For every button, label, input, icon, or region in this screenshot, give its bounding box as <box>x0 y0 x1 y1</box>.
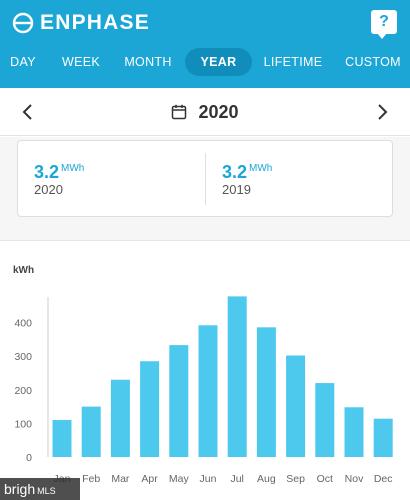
x-tick-label-may: May <box>169 473 190 485</box>
app-header: ENPHASE ? DAY WEEK MONTH YEAR LIFETIME C… <box>0 0 410 88</box>
summary-unit-current: MWh <box>61 163 85 174</box>
tab-month[interactable]: MONTH <box>124 55 172 69</box>
bar-dec <box>373 418 393 457</box>
x-tick-label-apr: Apr <box>141 473 158 485</box>
bar-jul <box>227 296 247 457</box>
previous-arrow-icon[interactable] <box>18 102 38 122</box>
y-tick-label-3: 300 <box>14 351 32 363</box>
tab-custom[interactable]: CUSTOM <box>345 55 401 69</box>
x-tick-label-mar: Mar <box>111 473 130 485</box>
production-chart: kWh0100200300400JanFebMarAprMayJunJulAug… <box>0 240 410 500</box>
x-tick-label-feb: Feb <box>82 473 100 485</box>
x-tick-label-sep: Sep <box>286 473 305 485</box>
bar-may <box>169 345 189 457</box>
bar-nov <box>344 407 364 457</box>
tab-lifetime[interactable]: LIFETIME <box>263 55 323 69</box>
enphase-logo-icon <box>12 12 34 34</box>
x-tick-label-oct: Oct <box>317 473 333 485</box>
y-tick-label-1: 100 <box>14 418 32 430</box>
selected-year: 2020 <box>198 101 239 122</box>
bar-aug <box>256 327 276 457</box>
brand: ENPHASE <box>12 9 150 37</box>
summary-value-previous: 3.2 MWh <box>222 162 273 182</box>
date-display[interactable]: 2020 <box>0 100 410 124</box>
y-tick-label-0: 0 <box>26 452 32 464</box>
calendar-icon <box>172 104 187 120</box>
bar-jun <box>198 325 218 457</box>
y-axis-unit-label: kWh <box>13 265 34 276</box>
period-tabs: DAY WEEK MONTH YEAR LIFETIME CUSTOM <box>0 48 410 76</box>
bar-jan <box>52 420 72 457</box>
bar-apr <box>140 361 160 457</box>
help-button[interactable]: ? <box>371 10 397 39</box>
summary-value-current: 3.2 MWh <box>34 162 85 182</box>
tab-year[interactable]: YEAR <box>185 48 252 76</box>
brand-name: ENPHASE <box>40 11 150 34</box>
tab-week[interactable]: WEEK <box>61 55 100 69</box>
x-tick-label-aug: Aug <box>257 473 276 485</box>
summary-label-previous: 2019 <box>222 182 251 197</box>
date-navigator: 2020 <box>0 88 410 136</box>
energy-summary-card: 3.2 MWh 2020 3.2 MWh 2019 <box>17 140 393 217</box>
summary-divider <box>205 153 206 205</box>
summary-unit-previous: MWh <box>249 163 273 174</box>
x-tick-label-jul: Jul <box>230 473 243 485</box>
x-tick-label-dec: Dec <box>374 473 393 485</box>
tab-day[interactable]: DAY <box>10 55 36 69</box>
x-tick-label-jun: Jun <box>200 473 217 485</box>
bar-sep <box>286 355 306 457</box>
next-arrow-icon[interactable] <box>372 102 392 122</box>
bar-feb <box>81 406 101 457</box>
bar-chart: kWh0100200300400JanFebMarAprMayJunJulAug… <box>13 265 393 485</box>
bar-mar <box>110 379 130 457</box>
mls-watermark: brigh MLS <box>0 478 80 500</box>
summary-label-current: 2020 <box>34 182 63 197</box>
y-tick-label-4: 400 <box>14 318 32 330</box>
x-tick-label-nov: Nov <box>345 473 364 485</box>
y-tick-label-2: 200 <box>14 385 32 397</box>
bar-oct <box>315 383 335 457</box>
